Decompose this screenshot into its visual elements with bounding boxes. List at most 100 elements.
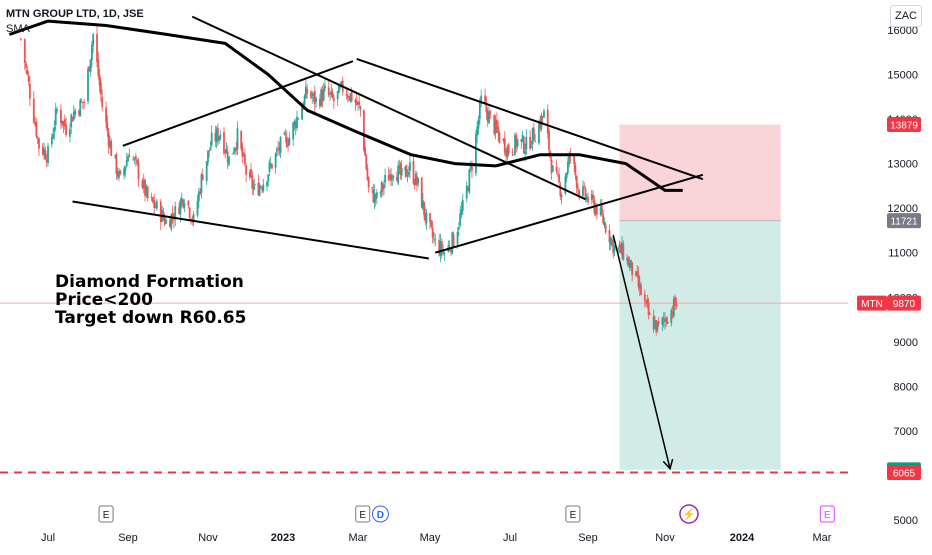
x-tick-label: Mar [349, 532, 368, 544]
candle-body [105, 107, 107, 122]
candle-body [116, 171, 119, 177]
candle-body [485, 102, 488, 113]
candle-body [412, 161, 415, 184]
symbol-title[interactable]: MTN GROUP LTD, 1D, JSE [6, 8, 144, 20]
candle-body [438, 240, 441, 255]
candle-body [153, 200, 156, 208]
candle-body [65, 124, 67, 136]
candle-body [163, 218, 166, 225]
candle-body [434, 239, 437, 241]
candle-body [132, 158, 135, 160]
candle-body [592, 194, 594, 200]
candle-body [456, 231, 459, 245]
candle-body [398, 165, 401, 167]
event-marker [98, 505, 114, 523]
candle-body [666, 321, 669, 324]
candle-body [26, 70, 29, 75]
candle-body [461, 199, 464, 211]
candle-body [399, 163, 402, 176]
candle-body [271, 163, 273, 169]
candle-body [288, 137, 291, 146]
candle-body [477, 119, 480, 129]
candle-body [424, 213, 427, 221]
candle-body [278, 147, 281, 151]
candle-body [626, 257, 629, 261]
candle-body [429, 213, 431, 223]
candle-body [318, 98, 321, 107]
candle-body [74, 110, 76, 115]
candle-body [144, 179, 146, 196]
trendline [356, 58, 704, 181]
candle-body [136, 159, 139, 164]
candle-body [155, 200, 158, 209]
candle-body [285, 136, 288, 148]
candle-body [367, 176, 370, 188]
candle-body [119, 170, 122, 175]
candle-body [61, 120, 64, 125]
x-tick-label: 2023 [271, 532, 295, 544]
candle-body [431, 227, 434, 238]
candle-body [366, 168, 369, 180]
candle-body [664, 319, 666, 322]
candle-body [294, 122, 297, 129]
candle-body [457, 227, 460, 230]
candle-body [381, 184, 384, 190]
candle-body [81, 101, 84, 103]
candle-body [50, 136, 53, 145]
candle-body [224, 150, 227, 153]
trendline [434, 173, 704, 254]
candle-body [560, 194, 563, 198]
candle-body [475, 133, 477, 174]
candle-body [173, 219, 175, 221]
candle-body [101, 96, 104, 107]
price-tag [887, 295, 921, 311]
candle-body [267, 174, 270, 182]
candle-body [423, 201, 425, 216]
candle-body [43, 148, 46, 156]
candle-body [188, 207, 191, 218]
candle-body [330, 90, 333, 95]
indicator-label[interactable]: SMA [6, 23, 30, 35]
candle-body [524, 150, 526, 155]
candle-body [137, 162, 140, 180]
candle-body [252, 186, 255, 190]
candle-body [45, 159, 48, 162]
candle-body [392, 176, 395, 178]
y-tick-label: 9000 [894, 337, 918, 349]
sma-line [8, 19, 683, 192]
trendline [122, 60, 354, 147]
candle-body [635, 271, 637, 277]
candle-body [231, 153, 234, 155]
candle-body [250, 169, 252, 177]
candle-body [182, 199, 184, 207]
currency-button[interactable]: ZAC [890, 5, 922, 27]
candle-body [152, 197, 154, 203]
candle-body [340, 81, 343, 85]
candle-body [661, 317, 664, 325]
candle-body [407, 172, 410, 175]
event-label: ⚡ [682, 508, 696, 521]
candle-body [78, 111, 80, 115]
profit-target-zone [619, 220, 781, 470]
x-tick-label: Nov [655, 532, 675, 544]
candle-body [38, 138, 40, 149]
candle-body [514, 134, 516, 155]
candle-body [315, 97, 317, 102]
candle-body [269, 163, 272, 165]
candles-group [20, 26, 678, 336]
candle-body [384, 174, 387, 183]
candle-body [306, 88, 309, 94]
candle-body [187, 200, 190, 206]
candle-body [274, 153, 277, 168]
candle-body [417, 178, 420, 184]
candle-body [459, 213, 462, 226]
candle-body [98, 74, 101, 86]
candle-body [154, 205, 157, 208]
y-tick-label: 5000 [894, 515, 918, 527]
candle-body [218, 136, 220, 141]
candle-body [619, 244, 622, 253]
candle-body [630, 260, 632, 266]
chart-annotation[interactable]: Diamond Formation Price<200 Target down … [55, 273, 246, 327]
